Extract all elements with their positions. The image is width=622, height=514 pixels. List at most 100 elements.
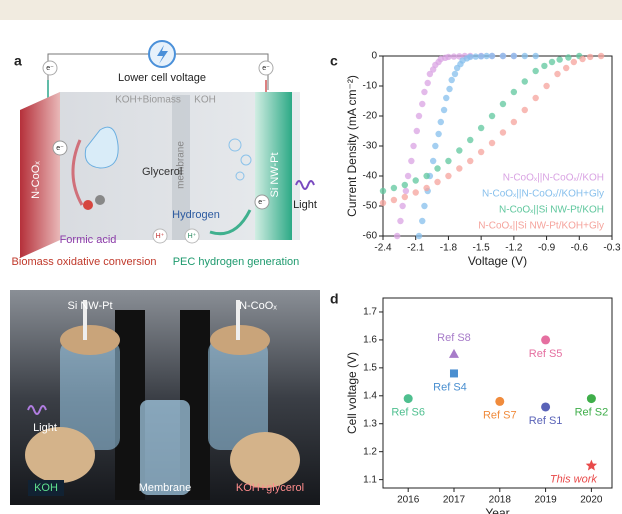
point — [410, 142, 417, 150]
point — [541, 62, 548, 70]
point — [467, 157, 474, 165]
point — [451, 70, 459, 78]
x-tick-label: -0.3 — [603, 243, 621, 254]
point-label: Ref S7 — [483, 409, 517, 421]
point — [448, 348, 459, 358]
point — [543, 82, 550, 90]
point — [421, 202, 428, 210]
point — [450, 53, 458, 60]
label: KOH — [34, 482, 58, 494]
legend-entry: N-CoOₓ||N-CoOₓ//KOH — [503, 173, 604, 184]
glass-cell — [208, 340, 268, 450]
label: H⁺ — [156, 233, 165, 240]
chart: -2.4 -2.1 -1.8 -1.5 -1.2 -0.9 -0.6 -0.3 -60 -50 -4… — [345, 51, 621, 269]
label: Si NW-Pt — [67, 300, 112, 312]
arrow — [71, 139, 84, 206]
cell-box — [20, 92, 300, 258]
point — [403, 394, 413, 404]
label: Hydrogen — [172, 209, 220, 221]
point — [548, 58, 556, 66]
point — [412, 177, 419, 184]
point — [488, 139, 496, 147]
label: Glycerol — [142, 166, 182, 178]
point — [554, 70, 561, 78]
x-tick-label: 2017 — [443, 495, 466, 506]
point — [421, 88, 428, 96]
point — [488, 112, 496, 120]
lightning — [157, 45, 168, 64]
y-tick-label: -20 — [363, 111, 378, 122]
point — [408, 157, 415, 165]
x-tick-label: 2019 — [534, 495, 557, 506]
point — [429, 157, 437, 165]
legend-entry: N-CoOₓ||N-CoOₓ//KOH+Gly — [482, 189, 604, 200]
point — [585, 459, 598, 471]
wire — [47, 53, 148, 90]
point — [423, 172, 430, 180]
point — [434, 178, 441, 186]
point-label: This work — [550, 474, 598, 486]
point — [499, 129, 507, 136]
y-tick-label: 1.1 — [363, 474, 377, 485]
point — [521, 52, 528, 60]
point — [510, 118, 518, 126]
x-tick-label: -0.6 — [571, 243, 589, 254]
bubble — [240, 154, 252, 166]
point — [448, 76, 455, 84]
point — [467, 136, 474, 144]
y-tick-label: 1.3 — [363, 418, 377, 429]
caption: Biomass oxidative conversion — [12, 256, 157, 268]
y-tick-label: 1.4 — [363, 390, 377, 401]
y-tick-label: 1.6 — [363, 335, 377, 346]
legend-entry: N-CoOₓ||Si NW-Pt/KOH — [499, 205, 604, 216]
y-tick-label: 1.7 — [363, 307, 377, 318]
point — [443, 94, 450, 102]
y-tick-label: 0 — [371, 51, 377, 62]
x-tick-label: -1.8 — [440, 243, 458, 254]
x-tick-label: -0.9 — [538, 243, 556, 254]
x-axis-label: Voltage (V) — [468, 254, 527, 268]
point — [379, 199, 387, 207]
y-tick-label: 1.2 — [363, 446, 377, 457]
label: Lower cell voltage — [118, 72, 206, 84]
panel-letter: d — [330, 291, 339, 307]
x-tick-label: -1.5 — [473, 243, 491, 254]
point — [390, 184, 398, 192]
point — [412, 189, 419, 196]
point — [379, 187, 387, 195]
cork — [25, 427, 95, 483]
label: e⁻ — [56, 145, 64, 152]
point — [440, 106, 448, 114]
x-tick-label: 2020 — [580, 495, 603, 506]
point — [446, 85, 453, 93]
label: H⁺ — [188, 233, 197, 240]
point — [413, 127, 421, 135]
point — [586, 53, 594, 61]
panel-letter: a — [14, 53, 22, 69]
point — [435, 130, 442, 138]
point — [521, 78, 528, 85]
molecule — [83, 200, 93, 210]
light-wave — [27, 405, 47, 415]
point — [404, 172, 412, 180]
point — [541, 335, 551, 345]
electron-icon — [52, 140, 68, 156]
point — [563, 64, 570, 72]
point-label: Ref S5 — [529, 348, 563, 360]
membrane — [172, 95, 190, 240]
x-tick-label: -1.2 — [505, 243, 523, 254]
cork — [60, 325, 120, 355]
point — [419, 217, 426, 225]
label: Light — [33, 422, 57, 434]
x-tick-label: 2018 — [489, 495, 512, 506]
point — [499, 100, 507, 108]
point — [415, 232, 423, 240]
point — [456, 147, 463, 154]
point — [390, 196, 398, 204]
label: membrane — [176, 141, 187, 189]
point — [423, 184, 430, 192]
point — [449, 369, 458, 378]
electron-icon — [258, 60, 274, 76]
point — [434, 165, 441, 172]
label: N-CoOₓ — [239, 300, 277, 312]
